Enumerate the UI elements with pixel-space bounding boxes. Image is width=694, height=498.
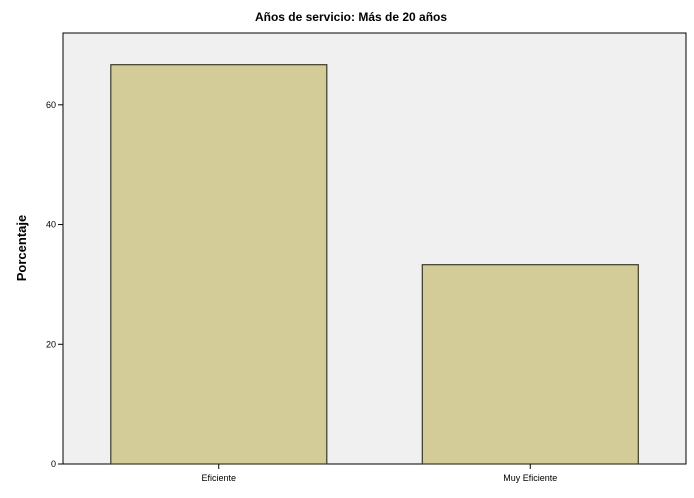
x-tick-label: Eficiente <box>201 473 236 483</box>
y-tick-label: 0 <box>51 459 56 469</box>
y-axis-ticks: 0 20 40 60 <box>46 100 63 469</box>
y-tick-label: 60 <box>46 100 56 110</box>
x-axis-ticks: Eficiente Muy Eficiente <box>201 464 557 483</box>
bar-muy-eficiente <box>421 264 639 465</box>
y-axis-label: Porcentaje <box>14 215 29 281</box>
bar-eficiente <box>110 64 328 465</box>
x-tick-label: Muy Eficiente <box>503 473 557 483</box>
chart-title: Años de servicio: Más de 20 años <box>255 10 447 24</box>
y-tick-label: 20 <box>46 339 56 349</box>
bars-group <box>110 64 639 465</box>
y-tick-label: 40 <box>46 220 56 230</box>
